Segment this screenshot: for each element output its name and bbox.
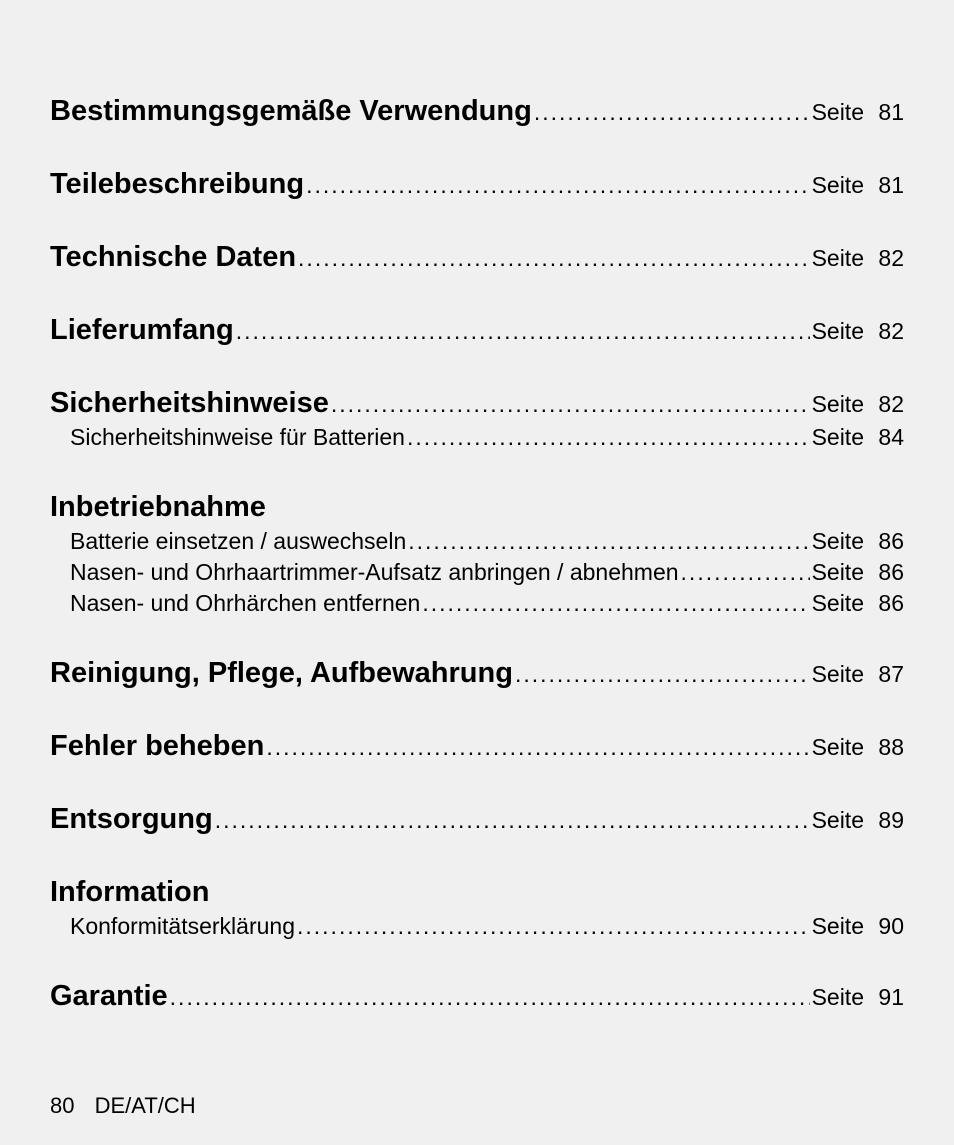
- toc-leader-dots: ........................................…: [534, 99, 810, 126]
- toc-page-number: 87: [864, 661, 904, 688]
- toc-page-label: Seite: [812, 559, 864, 586]
- toc-main-line: Information.............................…: [50, 876, 904, 909]
- toc-page-label: Seite: [812, 245, 864, 272]
- toc-main-line: Lieferumfang............................…: [50, 314, 904, 347]
- toc-page-label: Seite: [812, 99, 864, 126]
- toc-main-line: Inbetriebnahme..........................…: [50, 491, 904, 524]
- toc-leader-dots: ........................................…: [298, 245, 810, 272]
- footer-locale: DE/AT/CH: [95, 1093, 196, 1118]
- toc-leader-dots: ........................................…: [297, 913, 810, 940]
- toc-page-label: Seite: [812, 590, 864, 617]
- toc-page-label: Seite: [812, 807, 864, 834]
- toc-page: Bestimmungsgemäße Verwendung............…: [0, 0, 954, 1013]
- toc-section: Technische Daten........................…: [50, 241, 904, 274]
- toc-title: Entsorgung: [50, 803, 213, 836]
- toc-sub-label: Konformitätserklärung: [50, 913, 295, 940]
- toc-main-line: Sicherheitshinweise.....................…: [50, 387, 904, 420]
- toc-main-line: Teilebeschreibung.......................…: [50, 168, 904, 201]
- toc-page-label: Seite: [812, 424, 864, 451]
- toc-page-label: Seite: [812, 318, 864, 345]
- toc-section: Inbetriebnahme..........................…: [50, 491, 904, 617]
- toc-sub-label: Nasen- und Ohrhärchen entfernen: [50, 590, 420, 617]
- toc-leader-dots: ........................................…: [408, 528, 809, 555]
- toc-main-line: Reinigung, Pflege, Aufbewahrung.........…: [50, 657, 904, 690]
- toc-sub-line: Batterie einsetzen / auswechseln........…: [50, 528, 904, 555]
- toc-main-line: Entsorgung..............................…: [50, 803, 904, 836]
- toc-main-line: Bestimmungsgemäße Verwendung............…: [50, 95, 904, 128]
- toc-section: Bestimmungsgemäße Verwendung............…: [50, 95, 904, 128]
- toc-page-number: 86: [864, 559, 904, 586]
- toc-section: Information.............................…: [50, 876, 904, 940]
- toc-title: Fehler beheben: [50, 730, 264, 763]
- toc-sub-line: Nasen- und Ohrhärchen entfernen.........…: [50, 590, 904, 617]
- toc-title: Garantie: [50, 980, 168, 1013]
- toc-page-number: 82: [864, 245, 904, 272]
- toc-leader-dots: ........................................…: [236, 318, 810, 345]
- toc-title: Technische Daten: [50, 241, 296, 274]
- toc-leader-dots: ........................................…: [422, 590, 809, 617]
- toc-section: Entsorgung..............................…: [50, 803, 904, 836]
- toc-title: Bestimmungsgemäße Verwendung: [50, 95, 532, 128]
- toc-main-line: Technische Daten........................…: [50, 241, 904, 274]
- toc-sub-line: Sicherheitshinweise für Batterien.......…: [50, 424, 904, 451]
- toc-section: Teilebeschreibung.......................…: [50, 168, 904, 201]
- toc-section: Reinigung, Pflege, Aufbewahrung.........…: [50, 657, 904, 690]
- toc-page-number: 90: [864, 913, 904, 940]
- toc-page-number: 82: [864, 391, 904, 418]
- toc-main-line: Garantie................................…: [50, 980, 904, 1013]
- toc-sub-label: Nasen- und Ohrhaartrimmer-Aufsatz anbrin…: [50, 559, 679, 586]
- toc-page-number: 86: [864, 590, 904, 617]
- toc-page-number: 84: [864, 424, 904, 451]
- toc-title: Information: [50, 876, 210, 909]
- toc-leader-dots: ........................................…: [306, 172, 809, 199]
- footer-page-number: 80: [50, 1093, 74, 1118]
- toc-leader-dots: ........................................…: [681, 559, 810, 586]
- page-footer: 80 DE/AT/CH: [50, 1093, 196, 1119]
- toc-title: Sicherheitshinweise: [50, 387, 329, 420]
- toc-leader-dots: ........................................…: [407, 424, 810, 451]
- toc-page-number: 82: [864, 318, 904, 345]
- toc-title: Teilebeschreibung: [50, 168, 304, 201]
- toc-sub-label: Sicherheitshinweise für Batterien: [50, 424, 405, 451]
- toc-section: Sicherheitshinweise.....................…: [50, 387, 904, 451]
- toc-page-number: 89: [864, 807, 904, 834]
- toc-page-label: Seite: [812, 661, 864, 688]
- toc-page-number: 81: [864, 99, 904, 126]
- toc-section: Fehler beheben..........................…: [50, 730, 904, 763]
- toc-title: Reinigung, Pflege, Aufbewahrung: [50, 657, 513, 690]
- toc-page-label: Seite: [812, 391, 864, 418]
- toc-page-number: 88: [864, 734, 904, 761]
- toc-page-label: Seite: [812, 528, 864, 555]
- toc-leader-dots: ........................................…: [515, 661, 810, 688]
- toc-sub-line: Konformitätserklärung...................…: [50, 913, 904, 940]
- toc-title: Lieferumfang: [50, 314, 234, 347]
- toc-leader-dots: ........................................…: [331, 391, 810, 418]
- toc-section: Lieferumfang............................…: [50, 314, 904, 347]
- toc-page-number: 81: [864, 172, 904, 199]
- toc-sub-label: Batterie einsetzen / auswechseln: [50, 528, 406, 555]
- toc-page-label: Seite: [812, 913, 864, 940]
- toc-page-number: 86: [864, 528, 904, 555]
- toc-main-line: Fehler beheben..........................…: [50, 730, 904, 763]
- toc-title: Inbetriebnahme: [50, 491, 266, 524]
- toc-page-label: Seite: [812, 172, 864, 199]
- toc-leader-dots: ........................................…: [266, 734, 809, 761]
- toc-page-label: Seite: [812, 734, 864, 761]
- toc-container: Bestimmungsgemäße Verwendung............…: [50, 95, 904, 1013]
- toc-sub-line: Nasen- und Ohrhaartrimmer-Aufsatz anbrin…: [50, 559, 904, 586]
- toc-page-label: Seite: [812, 984, 864, 1011]
- toc-leader-dots: ........................................…: [215, 807, 810, 834]
- toc-section: Garantie................................…: [50, 980, 904, 1013]
- toc-page-number: 91: [864, 984, 904, 1011]
- toc-leader-dots: ........................................…: [170, 984, 810, 1011]
